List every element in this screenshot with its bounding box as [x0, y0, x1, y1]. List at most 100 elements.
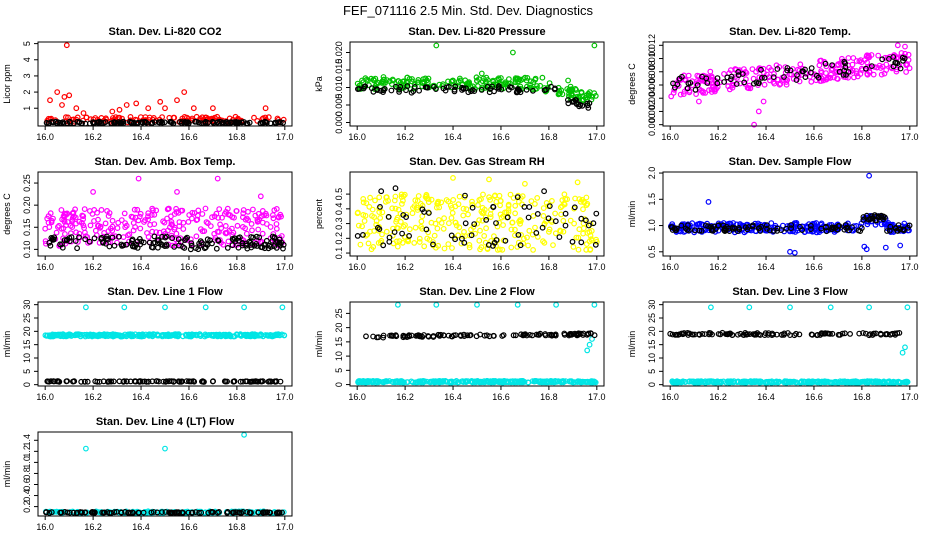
data-point	[753, 68, 759, 75]
data-point	[145, 378, 152, 385]
data-point	[583, 246, 590, 253]
data-point	[901, 227, 907, 234]
data-point	[801, 378, 808, 385]
chart-title: Stan. Dev. Line 3 Flow	[732, 286, 848, 298]
data-point	[490, 203, 497, 210]
data-point	[735, 378, 742, 385]
x-tick-label: 16.8	[853, 132, 871, 142]
data-point	[765, 330, 772, 337]
data-point	[51, 236, 57, 243]
data-point	[440, 332, 447, 339]
data-point	[714, 80, 721, 87]
data-point	[788, 225, 794, 232]
data-point	[477, 246, 484, 253]
data-point	[777, 80, 784, 87]
data-point	[483, 216, 490, 223]
data-point	[99, 509, 106, 516]
data-point	[42, 225, 49, 232]
data-point	[402, 222, 408, 229]
data-point	[442, 87, 449, 94]
x-tick-label: 16.0	[348, 392, 366, 402]
data-point	[464, 80, 471, 87]
data-point	[82, 236, 89, 243]
data-point	[906, 222, 913, 229]
y-tick-label: 2	[22, 90, 32, 95]
data-point	[445, 83, 452, 90]
data-point	[584, 229, 591, 236]
data-point	[814, 72, 820, 79]
data-point	[561, 191, 568, 198]
data-point	[668, 93, 675, 100]
data-point	[495, 75, 502, 82]
data-point	[474, 301, 480, 308]
data-point	[60, 331, 66, 338]
y-tick-label: 25	[334, 308, 344, 318]
data-point	[561, 201, 568, 208]
series	[43, 431, 287, 516]
data-point	[133, 241, 140, 248]
data-point	[589, 336, 595, 342]
data-point	[366, 203, 373, 210]
data-point	[90, 188, 96, 195]
data-point	[80, 213, 87, 220]
data-point	[760, 98, 767, 105]
data-point	[435, 198, 442, 205]
data-point	[108, 378, 115, 385]
data-point	[545, 215, 552, 222]
data-point	[714, 75, 721, 81]
data-point	[88, 333, 95, 339]
data-point	[403, 211, 410, 218]
data-point	[89, 509, 96, 516]
data-point	[434, 225, 441, 232]
data-point	[115, 219, 122, 226]
data-point	[533, 229, 540, 236]
data-point	[383, 228, 390, 235]
data-point	[859, 379, 865, 385]
data-point	[104, 236, 111, 243]
x-tick-label: 16.4	[757, 262, 775, 272]
data-point	[196, 509, 202, 516]
data-point	[265, 245, 272, 252]
data-point	[417, 200, 424, 207]
data-point	[749, 223, 756, 230]
data-point	[799, 227, 805, 234]
data-point	[823, 76, 830, 83]
data-point	[585, 104, 592, 111]
data-point	[851, 74, 857, 81]
data-point	[791, 249, 798, 256]
data-point	[376, 194, 383, 201]
data-point	[138, 238, 145, 245]
data-point	[199, 114, 206, 121]
data-point	[793, 379, 800, 386]
x-tick-label: 17.0	[588, 392, 606, 402]
data-point	[808, 226, 814, 233]
data-point	[479, 217, 486, 224]
data-point	[155, 237, 162, 243]
data-point	[459, 235, 465, 242]
data-point	[362, 212, 369, 219]
data-point	[162, 105, 168, 112]
data-point	[774, 66, 781, 72]
data-point	[55, 378, 61, 385]
y-tick-label: 0.8	[22, 467, 32, 480]
data-point	[214, 333, 221, 340]
data-point	[179, 119, 186, 125]
data-point	[256, 332, 262, 339]
data-point	[841, 58, 848, 65]
data-point	[430, 379, 437, 385]
x-tick-label: 16.8	[228, 392, 246, 402]
data-point	[712, 225, 719, 232]
data-point	[485, 241, 492, 248]
data-point	[498, 86, 505, 93]
y-tick-label: 0.4	[334, 203, 344, 216]
data-point	[209, 118, 216, 125]
data-point	[483, 225, 490, 232]
data-point	[498, 214, 505, 221]
data-point	[222, 120, 229, 126]
data-point	[380, 76, 387, 83]
y-tick-label: 5	[22, 369, 32, 374]
data-point	[885, 379, 891, 386]
data-point	[846, 379, 853, 386]
data-point	[184, 234, 191, 241]
data-point	[758, 74, 765, 81]
